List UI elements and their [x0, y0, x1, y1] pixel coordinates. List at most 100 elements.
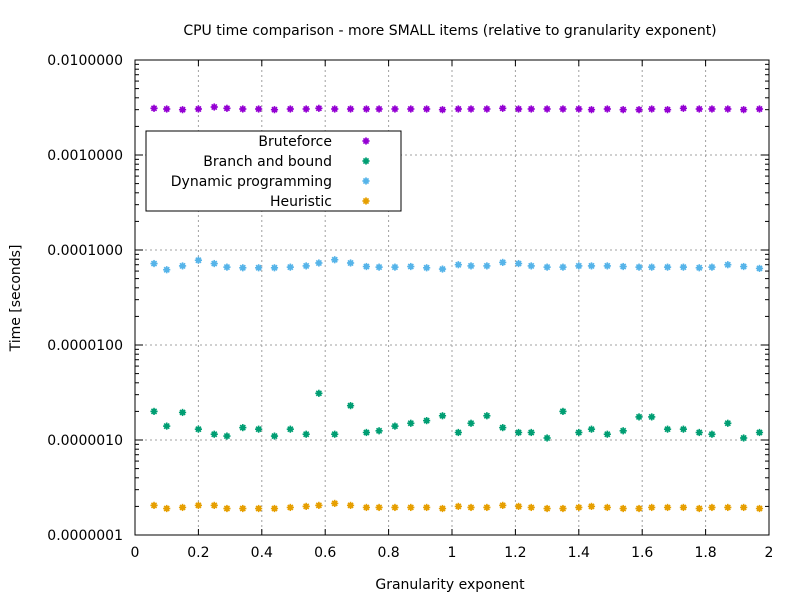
heuristic-point: [239, 504, 247, 513]
dynamic-programming-point: [635, 263, 643, 271]
bruteforce-point: [375, 105, 383, 113]
dynamic-programming-point: [499, 258, 507, 267]
branch-and-bound-point: [454, 428, 462, 437]
y-tick-label: 0.0010000: [47, 148, 123, 164]
heuristic-point: [163, 504, 171, 513]
bruteforce-point: [454, 105, 462, 113]
dynamic-programming-point: [467, 262, 475, 270]
heuristic-point: [391, 503, 399, 512]
legend-marker-bruteforce: [362, 137, 370, 145]
bruteforce-point: [178, 106, 187, 114]
branch-and-bound-point: [239, 424, 247, 432]
branch-and-bound-point: [603, 430, 611, 438]
heuristic-point: [346, 501, 355, 509]
heuristic-point: [587, 502, 596, 511]
heuristic-point: [315, 501, 323, 509]
bruteforce-point: [331, 105, 339, 113]
bruteforce-point: [223, 104, 231, 112]
bruteforce-point: [346, 105, 355, 113]
dynamic-programming-point: [331, 256, 339, 264]
bruteforce-point: [438, 106, 447, 114]
dynamic-programming-point: [315, 259, 323, 267]
heuristic-point: [210, 501, 218, 509]
branch-and-bound-point: [391, 422, 399, 430]
dynamic-programming-point: [150, 259, 158, 268]
dynamic-programming-point: [286, 263, 294, 271]
bruteforce-point: [239, 105, 247, 113]
heuristic-point: [194, 501, 202, 509]
bruteforce-point: [194, 105, 202, 113]
heuristic-point: [223, 504, 231, 513]
dynamic-programming-point: [270, 264, 279, 272]
branch-and-bound-point: [499, 424, 507, 432]
branch-and-bound-point: [648, 413, 656, 421]
bruteforce-point: [302, 105, 310, 113]
heuristic-point: [483, 503, 491, 512]
dynamic-programming-point: [679, 263, 688, 271]
x-tick-label: 1: [448, 545, 457, 561]
dynamic-programming-point: [559, 263, 567, 271]
legend-marker-branch-and-bound: [362, 157, 370, 165]
branch-and-bound-point: [483, 412, 491, 420]
bruteforce-point: [679, 104, 688, 112]
branch-and-bound-point: [407, 419, 415, 427]
heuristic-point: [559, 504, 567, 513]
x-tick-label: 0.2: [187, 545, 209, 561]
branch-and-bound-point: [210, 430, 218, 438]
heuristic-point: [514, 502, 523, 511]
legend-marker-heuristic: [362, 197, 370, 205]
bruteforce-point: [724, 105, 732, 113]
x-axis-label: Granularity exponent: [375, 577, 525, 593]
x-tick-label: 1.4: [568, 545, 590, 561]
heuristic-point: [375, 503, 383, 512]
x-tick-label: 0.4: [251, 545, 273, 561]
branch-and-bound-point: [423, 417, 431, 425]
dynamic-programming-point: [587, 262, 596, 270]
branch-and-bound-point: [255, 425, 263, 433]
bruteforce-point: [163, 105, 171, 113]
dynamic-programming-point: [210, 259, 218, 268]
dynamic-programming-point: [163, 266, 171, 274]
branch-and-bound-point: [163, 422, 171, 430]
bruteforce-point: [708, 105, 716, 113]
dynamic-programming-point: [223, 263, 231, 271]
branch-and-bound-point: [679, 425, 688, 433]
bruteforce-point: [286, 105, 294, 113]
dynamic-programming-point: [619, 262, 627, 271]
dynamic-programming-point: [391, 263, 399, 271]
branch-and-bound-point: [438, 412, 447, 420]
branch-and-bound-point: [514, 428, 523, 437]
bruteforce-point: [150, 104, 158, 112]
dynamic-programming-point: [423, 264, 431, 272]
heuristic-point: [679, 503, 688, 512]
heuristic-point: [178, 503, 187, 512]
heuristic-point: [663, 503, 672, 512]
heuristic-point: [740, 503, 748, 512]
legend: Bruteforce Branch and bound Dynamic progra…: [145, 130, 402, 212]
dynamic-programming-point: [239, 264, 247, 272]
bruteforce-point: [619, 106, 627, 114]
branch-and-bound-point: [331, 430, 339, 438]
heuristic-point: [423, 503, 431, 512]
branch-and-bound-point: [375, 427, 383, 435]
axis-layer: 0 0.2 0.4 0.6 0.8 1 1.2 1.4 1.6 1.8 2 0.0000001 0.00…: [47, 53, 773, 561]
x-tick-label: 1.8: [694, 545, 716, 561]
bruteforce-point: [423, 105, 431, 113]
x-tick-label: 0.8: [377, 545, 399, 561]
heuristic-point: [438, 504, 447, 513]
y-tick-label: 0.0000100: [47, 338, 123, 354]
bruteforce-point: [467, 105, 475, 113]
heuristic-point: [527, 503, 535, 512]
dynamic-programming-point: [454, 261, 462, 269]
bruteforce-point: [527, 105, 535, 113]
branch-and-bound-point: [543, 434, 551, 442]
branch-and-bound-point: [663, 425, 672, 433]
heuristic-point: [575, 503, 583, 512]
chart-title: CPU time comparison - more SMALL items (…: [183, 23, 716, 39]
branch-and-bound-point: [194, 425, 202, 433]
branch-and-bound-point: [346, 402, 355, 410]
bruteforce-point: [695, 105, 703, 113]
dynamic-programming-point: [483, 262, 491, 270]
